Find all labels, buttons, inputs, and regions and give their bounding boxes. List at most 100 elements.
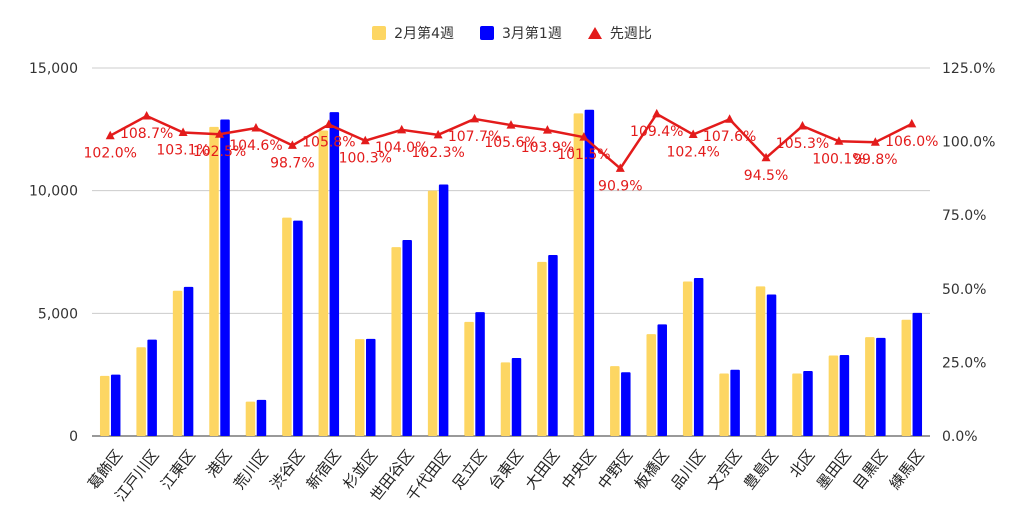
x-tick-label: 港区 [203, 446, 236, 481]
x-tick-label: 品川区 [667, 446, 709, 493]
y-right-tick-label: 0.0% [942, 429, 978, 445]
triangle-marker [870, 137, 880, 146]
legend-item-series-3: 先週比 [587, 23, 652, 43]
bar-series-1 [865, 337, 875, 436]
bar-series-2 [110, 374, 121, 436]
chart-legend: 2月第4週 3月第1週 先週比 [0, 22, 1024, 44]
legend-swatch-series-2 [480, 26, 494, 40]
triangle-marker [688, 129, 698, 139]
bar-series-2 [839, 355, 850, 436]
x-tick-label: 台東区 [485, 446, 527, 493]
legend-item-series-1: 2月第4週 [372, 23, 454, 43]
data-label: 100.3% [339, 151, 392, 167]
bar-series-1 [573, 113, 584, 437]
bar-series-2 [693, 278, 704, 436]
data-label: 106.0% [885, 134, 938, 150]
bar-series-2 [621, 372, 631, 436]
data-label: 104.0% [375, 140, 428, 156]
x-tick-label: 荒川区 [230, 446, 272, 493]
triangle-marker [215, 129, 225, 138]
legend-label-series-3: 先週比 [609, 26, 652, 42]
data-label: 102.5% [193, 144, 246, 160]
data-label: 105.8% [302, 135, 355, 151]
triangle-marker [178, 127, 188, 136]
bar-series-1 [537, 261, 547, 436]
data-label: 109.4% [630, 124, 683, 140]
x-tick-label: 北区 [786, 446, 819, 481]
y-right-tick-label: 100.0% [942, 135, 995, 151]
y-right-tick-label: 25.0% [942, 355, 986, 371]
data-label: 102.4% [666, 145, 719, 161]
y-left-tick-label: 5,000 [38, 306, 78, 322]
bar-series-1 [901, 319, 912, 436]
y-left-tick-label: 10,000 [29, 184, 78, 200]
bar-series-1 [391, 247, 401, 436]
bar-series-1 [355, 339, 365, 436]
data-label: 103.1% [156, 142, 209, 158]
bar-series-1 [427, 190, 438, 436]
bar-series-2 [766, 294, 777, 436]
bar-series-2 [803, 370, 813, 436]
bar-series-1 [282, 217, 292, 436]
bar-series-1 [209, 126, 219, 436]
bar-series-1 [828, 355, 839, 436]
data-label: 90.9% [598, 178, 642, 194]
triangle-marker [907, 118, 917, 128]
legend-item-series-2: 3月第1週 [480, 23, 562, 43]
triangle-marker [761, 152, 771, 162]
bar-series-2 [475, 312, 485, 436]
bar-series-1 [464, 321, 474, 436]
x-tick-label: 目黒区 [849, 446, 891, 493]
bar-series-2 [147, 339, 157, 436]
bar-series-1 [245, 401, 256, 436]
y-right-tick-label: 125.0% [942, 61, 995, 77]
x-tick-label: 練馬区 [886, 446, 928, 493]
bar-series-2 [438, 184, 449, 436]
bar-series-2 [220, 119, 230, 437]
bar-series-1 [646, 334, 656, 436]
bar-series-1 [318, 130, 329, 436]
x-tick-label: 文京区 [704, 446, 746, 493]
y-right-tick-label: 75.0% [942, 208, 986, 224]
bar-series-2 [293, 220, 303, 436]
data-label: 107.7% [448, 129, 501, 145]
x-tick-label: 豊島区 [740, 446, 782, 493]
x-tick-label: 渋谷区 [266, 446, 308, 493]
triangle-marker [797, 120, 807, 130]
bar-series-2 [402, 239, 412, 436]
data-label: 100.1% [812, 151, 865, 167]
bar-series-2 [584, 109, 595, 436]
x-tick-label: 大田区 [522, 446, 564, 493]
triangle-marker [615, 163, 625, 172]
bar-series-1 [610, 366, 620, 436]
triangle-marker [470, 113, 480, 123]
data-label: 98.7% [270, 155, 314, 171]
data-label: 104.6% [229, 138, 282, 154]
bar-series-1 [755, 286, 766, 436]
legend-swatch-series-1 [372, 26, 387, 40]
x-tick-label: 中野区 [594, 446, 636, 493]
bar-series-2 [183, 286, 194, 436]
triangle-marker [579, 132, 589, 141]
data-label: 99.8% [853, 152, 897, 168]
triangle-icon [587, 27, 602, 39]
bar-series-1 [136, 347, 146, 436]
triangle-marker [433, 129, 443, 139]
bar-series-2 [256, 399, 267, 436]
bar-series-1 [172, 290, 183, 436]
bar-series-2 [912, 312, 923, 436]
x-tick-label: 板橋区 [631, 446, 673, 493]
bar-series-2 [730, 369, 740, 436]
data-label: 107.6% [703, 129, 756, 145]
triangle-marker [834, 136, 844, 145]
y-left-tick-label: 0 [69, 429, 78, 445]
x-tick-label: 足立区 [449, 446, 491, 493]
x-tick-label: 江東区 [157, 446, 199, 493]
triangle-marker [542, 125, 552, 134]
bar-series-1 [99, 375, 110, 436]
data-label: 102.3% [411, 145, 464, 161]
bar-series-2 [876, 337, 886, 436]
bar-series-1 [792, 373, 802, 436]
bar-series-2 [548, 254, 558, 436]
